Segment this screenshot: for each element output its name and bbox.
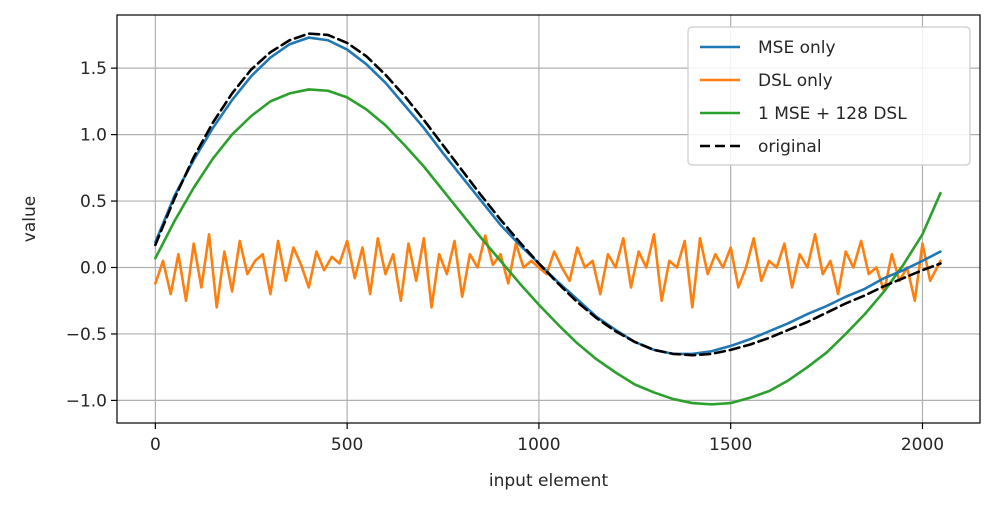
legend-box bbox=[687, 26, 971, 166]
legend: MSE only DSL only 1 MSE + 128 DSL original bbox=[687, 26, 971, 166]
y-tick-label: 1.5 bbox=[80, 59, 107, 79]
x-tick-label: 2000 bbox=[901, 435, 944, 455]
legend-label: MSE only bbox=[758, 38, 836, 58]
legend-label: 1 MSE + 128 DSL bbox=[758, 104, 907, 124]
legend-label: original bbox=[758, 137, 822, 157]
x-axis-label: input element bbox=[489, 471, 609, 491]
plot-frame bbox=[116, 14, 981, 424]
y-tick-label: 1.0 bbox=[80, 126, 107, 146]
x-tick-label: 1000 bbox=[517, 435, 560, 455]
series-line-dsl-only bbox=[154, 232, 942, 309]
legend-label: DSL only bbox=[758, 71, 833, 91]
series-layer bbox=[154, 32, 942, 406]
y-tick-label: 0.0 bbox=[80, 259, 107, 279]
y-tick-label: 0.5 bbox=[80, 192, 107, 212]
x-axis-ticks: 0 500 1000 1500 2000 bbox=[150, 423, 944, 455]
y-axis-ticks: −1.0 −0.5 0.0 0.5 1.0 1.5 bbox=[66, 59, 117, 411]
y-axis-label: value bbox=[20, 196, 40, 242]
x-tick-label: 0 bbox=[150, 435, 161, 455]
series-line-original bbox=[154, 32, 942, 357]
x-tick-label: 500 bbox=[331, 435, 363, 455]
y-tick-label: −0.5 bbox=[66, 325, 107, 345]
y-tick-label: −1.0 bbox=[66, 391, 107, 411]
x-tick-label: 1500 bbox=[709, 435, 752, 455]
series-line-1-mse-128-dsl bbox=[154, 88, 942, 406]
